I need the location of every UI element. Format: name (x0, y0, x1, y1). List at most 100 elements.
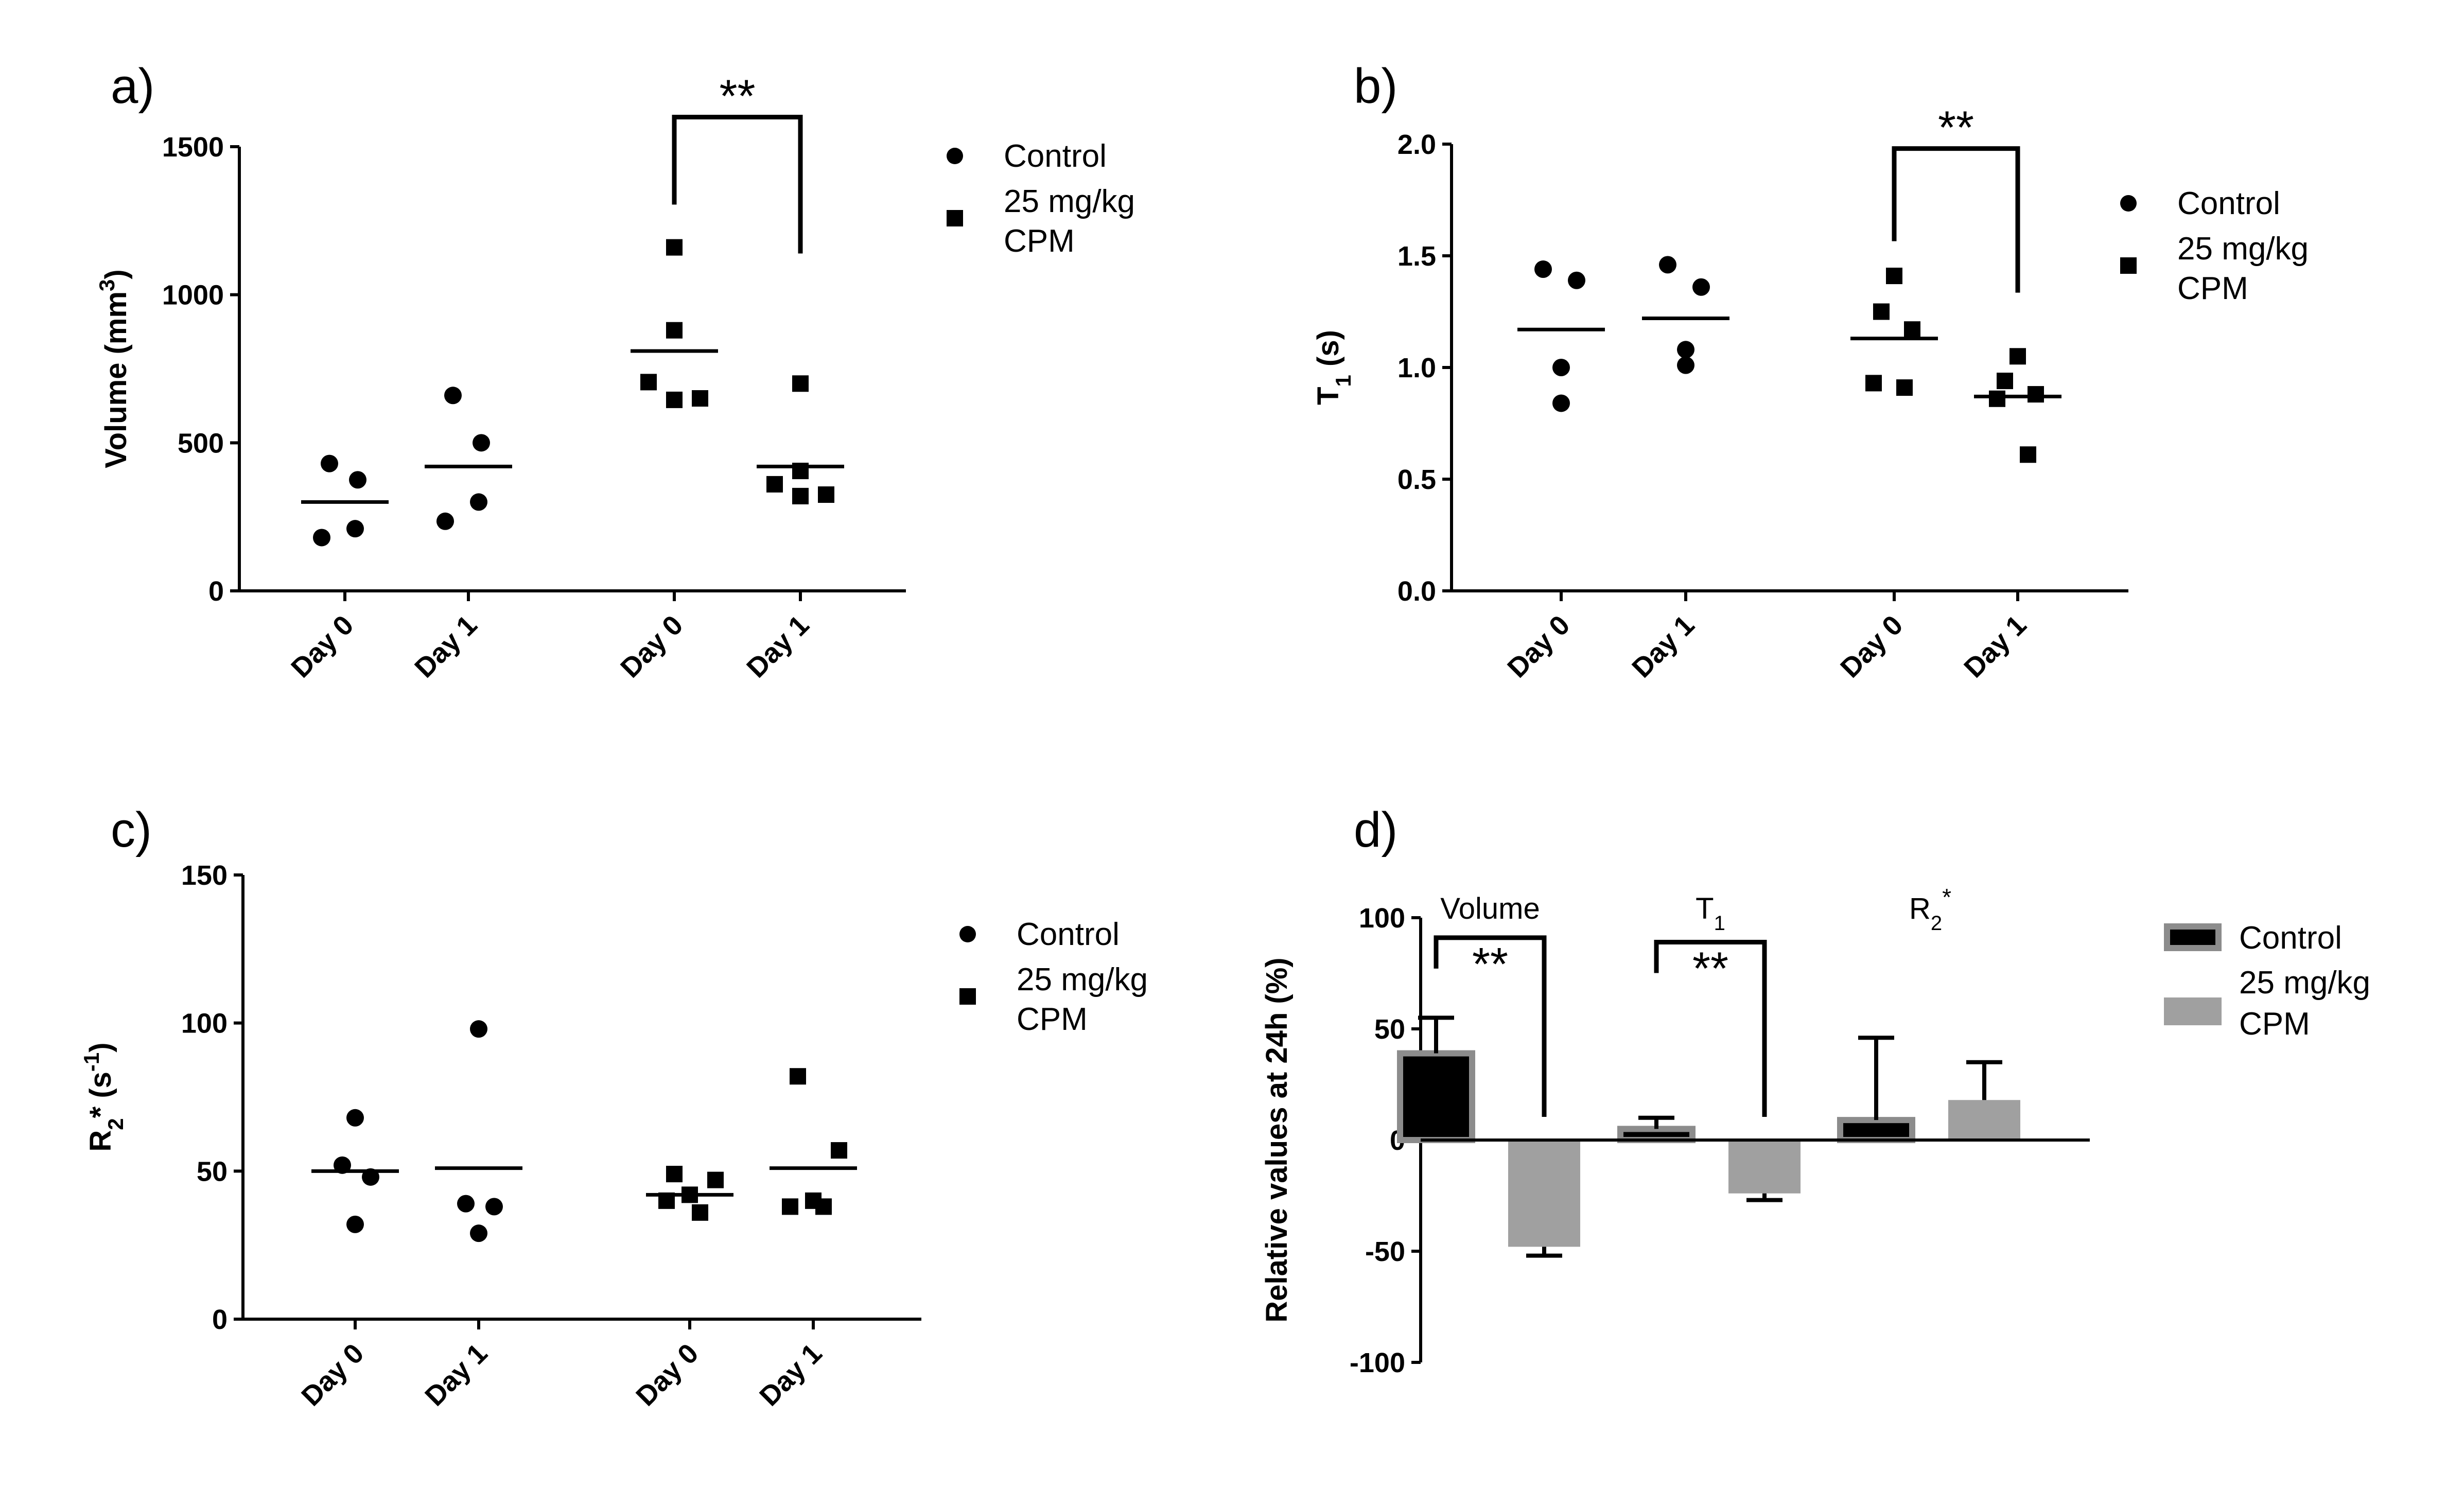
legend-control-label: Control (1004, 138, 1107, 174)
control-point (470, 1020, 487, 1038)
cpm-point (666, 322, 683, 339)
cpm-point (766, 476, 783, 493)
control-point (457, 1195, 475, 1213)
control-bar (1617, 1126, 1696, 1143)
cpm-point (2009, 348, 2026, 365)
legend-cpm-label-1: 25 mg/kg (2177, 231, 2309, 267)
y-axis-title-base: R (84, 1130, 117, 1152)
cpm-bar (1728, 1140, 1801, 1194)
y-tick-label: 500 (178, 428, 224, 459)
panel-b-t1-scatter: b) 0.0 0.5 1.0 1.5 2.0 T1 (s) Day 0 Day 1 Day 0 Da… (1312, 59, 2309, 684)
cpm-point (818, 486, 834, 503)
significance-bracket (672, 114, 803, 254)
legend-cpm-label-1: 25 mg/kg (1004, 184, 1135, 219)
y-axis-title-end: (s) (1312, 330, 1345, 375)
control-point (1659, 256, 1676, 274)
legend-cpm-label-1: 25 mg/kg (2239, 965, 2370, 1001)
y-axis-title: R2* (s-1) (79, 1042, 128, 1151)
y-axis-title-base: T (1312, 387, 1345, 405)
control-bar (1397, 1050, 1475, 1144)
cpm-point (782, 1198, 798, 1215)
x-tick-label: Day 1 (419, 1338, 493, 1412)
legend-cpm-label-2: CPM (1004, 223, 1075, 259)
legend-cpm-label-2: CPM (1017, 1002, 1088, 1037)
y-tick-label: 150 (181, 860, 228, 891)
cpm-point (1997, 373, 2013, 390)
control-bar (1837, 1117, 1915, 1144)
significance-bracket (1654, 940, 1767, 1117)
y-axis-title-end: ) (99, 269, 133, 279)
cpm-point (692, 1204, 708, 1221)
legend-control-label: Control (2177, 186, 2280, 221)
y-tick-label: 1500 (162, 132, 224, 163)
significance-label: ** (1472, 939, 1508, 990)
cpm-point (815, 1198, 832, 1215)
group-label-base: R (1909, 892, 1931, 925)
y-axis-title-sub: 2 (103, 1118, 128, 1130)
panel-c-r2star-scatter: c) 0 50 100 150 R2* (s-1) Day 0 Day 1 Day 0 Day 1… (79, 802, 1148, 1412)
y-axis-title-mid: * (s (84, 1072, 117, 1118)
control-point (1677, 356, 1694, 374)
y-tick-label: 0.5 (1397, 464, 1436, 495)
cpm-point (1873, 303, 1890, 320)
control-point (1552, 359, 1570, 376)
y-tick-label: 0 (212, 1304, 228, 1335)
group-label: R2* (1909, 884, 1951, 935)
y-tick-label: 100 (1359, 903, 1405, 934)
cpm-bar (1948, 1100, 2020, 1140)
y-tick-label: 2.0 (1397, 129, 1436, 160)
panel-label: c) (111, 802, 152, 857)
panel-label: d) (1354, 802, 1397, 857)
y-axis-title-end: ) (84, 1042, 117, 1052)
y-axis-title: Volume (mm3) (95, 269, 133, 468)
x-tick-label: Day 1 (1626, 609, 1700, 684)
x-tick-label: Day 1 (409, 609, 483, 684)
y-axis-title: T1 (s) (1312, 330, 1355, 405)
control-point (473, 434, 490, 452)
group-label-sub: 1 (1714, 912, 1725, 935)
panel-d-relative-bar: d)-100-50050100Relative values at 24h (%… (1260, 802, 2370, 1378)
y-axis-title: Relative values at 24h (%) (1260, 957, 1294, 1322)
panel-label: a) (111, 59, 154, 114)
legend-cpm-marker (947, 210, 963, 226)
control-point (436, 512, 454, 530)
x-tick-label: Day 0 (285, 609, 359, 684)
legend-cpm-marker (959, 988, 976, 1005)
cpm-point (2020, 446, 2036, 463)
y-tick-label: 0.0 (1397, 576, 1436, 607)
cpm-point (831, 1142, 847, 1159)
control-point (1552, 394, 1570, 412)
legend-control-swatch (2164, 923, 2222, 951)
y-tick-label: -100 (1350, 1347, 1405, 1378)
cpm-point (1896, 379, 1913, 396)
y-axis-title-sup: 3 (95, 279, 119, 291)
cpm-point (790, 1068, 806, 1085)
legend-control-marker (959, 926, 976, 942)
control-point (470, 1224, 487, 1242)
cpm-point (640, 374, 657, 391)
x-tick-label: Day 0 (615, 609, 689, 684)
group-label-sub: 2 (1931, 912, 1942, 935)
cpm-point (1904, 321, 1920, 338)
cpm-point (792, 487, 809, 504)
significance-bracket (1892, 146, 2020, 293)
y-tick-label: 1.0 (1397, 353, 1436, 383)
cpm-bar (1508, 1140, 1580, 1247)
cpm-point (2028, 386, 2044, 403)
y-tick-label: 50 (1374, 1014, 1405, 1045)
control-point (321, 454, 338, 472)
group-label: Volume (1440, 892, 1540, 925)
x-tick-label: Day 1 (1958, 609, 2032, 684)
significance-label: ** (1938, 102, 1974, 154)
panel-a-volume-scatter: a) 0 500 1000 1500 Volume (mm3) Day 0 Day 1 Day … (95, 59, 1135, 684)
group-label: T1 (1696, 892, 1725, 935)
x-tick-label: Day 0 (1834, 609, 1909, 684)
cpm-point (666, 391, 683, 408)
x-tick-label: Day 0 (1501, 609, 1576, 684)
control-point (1692, 278, 1710, 296)
group-label-base: Volume (1440, 892, 1540, 925)
significance-bracket (1434, 935, 1547, 1117)
significance-label: ** (719, 71, 755, 122)
cpm-point (1989, 390, 2005, 407)
cpm-point (666, 239, 683, 256)
